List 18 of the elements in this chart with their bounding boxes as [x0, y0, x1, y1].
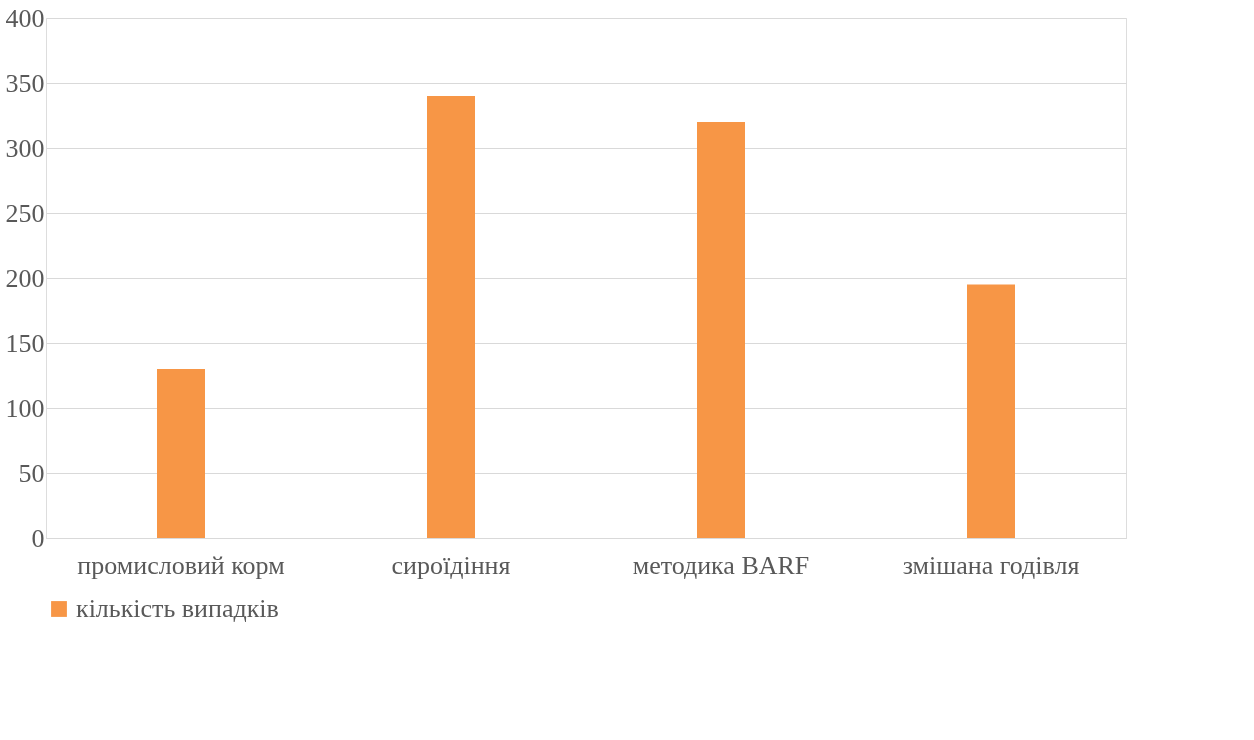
y-tick-label: 400	[5, 3, 45, 33]
bar	[697, 122, 745, 538]
x-tick-label: сироїдіння	[391, 550, 511, 580]
y-tick-label: 350	[5, 68, 45, 98]
bar	[157, 369, 205, 538]
bar	[967, 284, 1015, 538]
x-tick-label: промисловий корм	[77, 550, 285, 580]
legend-label: кількість випадків	[76, 594, 279, 623]
y-tick-label: 0	[31, 523, 45, 553]
y-tick-label: 150	[5, 328, 45, 358]
y-tick-label: 50	[18, 458, 45, 488]
y-tick-label: 200	[5, 263, 45, 293]
y-tick-label: 100	[5, 393, 45, 423]
x-tick-label: змішана годівля	[902, 550, 1080, 580]
bar	[427, 96, 475, 538]
y-tick-label: 250	[5, 198, 45, 228]
y-tick-label: 300	[5, 133, 45, 163]
x-tick-label: методика BARF	[632, 550, 810, 580]
